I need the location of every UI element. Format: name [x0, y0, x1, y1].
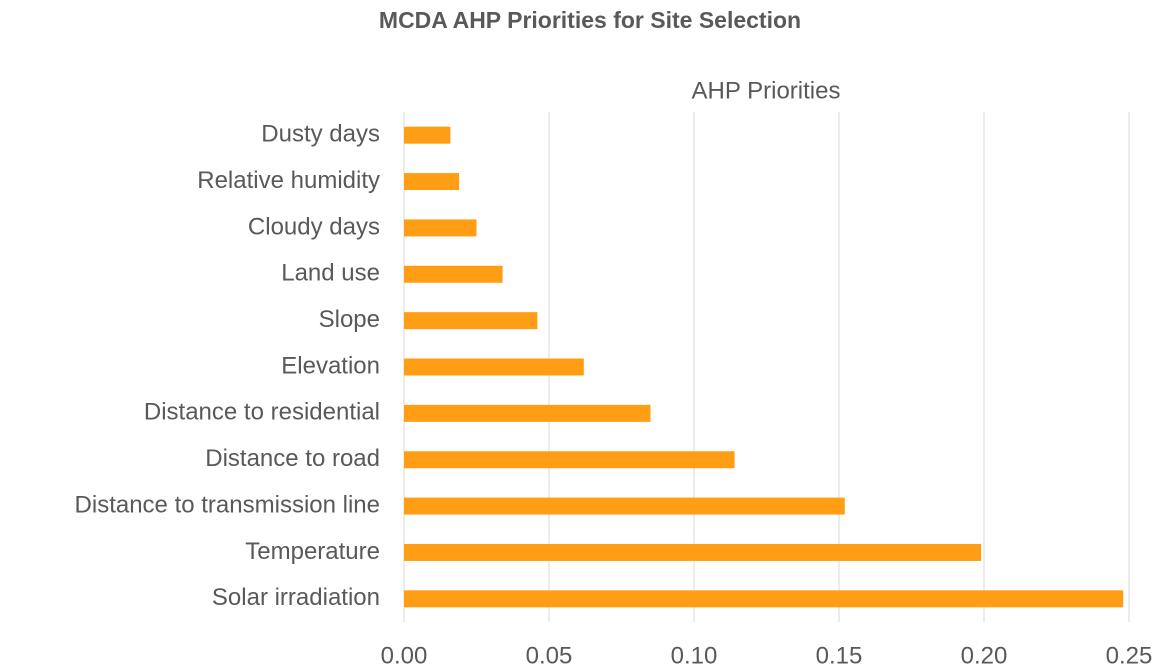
bar: [404, 358, 584, 376]
bar: [404, 543, 982, 561]
bar: [404, 126, 451, 144]
bar: [404, 497, 845, 515]
y-tick-label: Temperature: [245, 538, 380, 565]
x-tick-label: 0.10: [671, 642, 718, 669]
bar: [404, 590, 1124, 608]
bar: [404, 173, 460, 191]
series-name: AHP Priorities: [692, 77, 841, 104]
y-tick-label: Distance to road: [205, 445, 380, 472]
bar: [404, 404, 651, 422]
bar: [404, 451, 735, 469]
y-tick-label: Distance to residential: [144, 399, 380, 426]
y-tick-label: Slope: [319, 306, 380, 333]
bar: [404, 312, 538, 330]
y-tick-label: Cloudy days: [248, 213, 380, 240]
x-tick-label: 0.05: [526, 642, 573, 669]
y-tick-label: Distance to transmission line: [75, 491, 380, 518]
x-tick-label: 0.00: [381, 642, 428, 669]
x-tick-label: 0.25: [1106, 642, 1153, 669]
bar: [404, 219, 477, 237]
bar: [404, 265, 503, 283]
y-tick-label: Land use: [281, 260, 380, 287]
y-tick-label: Relative humidity: [197, 167, 380, 194]
y-tick-label: Solar irradiation: [212, 584, 380, 611]
y-tick-label: Elevation: [281, 352, 380, 379]
y-tick-label: Dusty days: [261, 121, 380, 148]
x-tick-label: 0.15: [816, 642, 863, 669]
x-tick-label: 0.20: [961, 642, 1008, 669]
chart-title: MCDA AHP Priorities for Site Selection: [379, 7, 801, 33]
